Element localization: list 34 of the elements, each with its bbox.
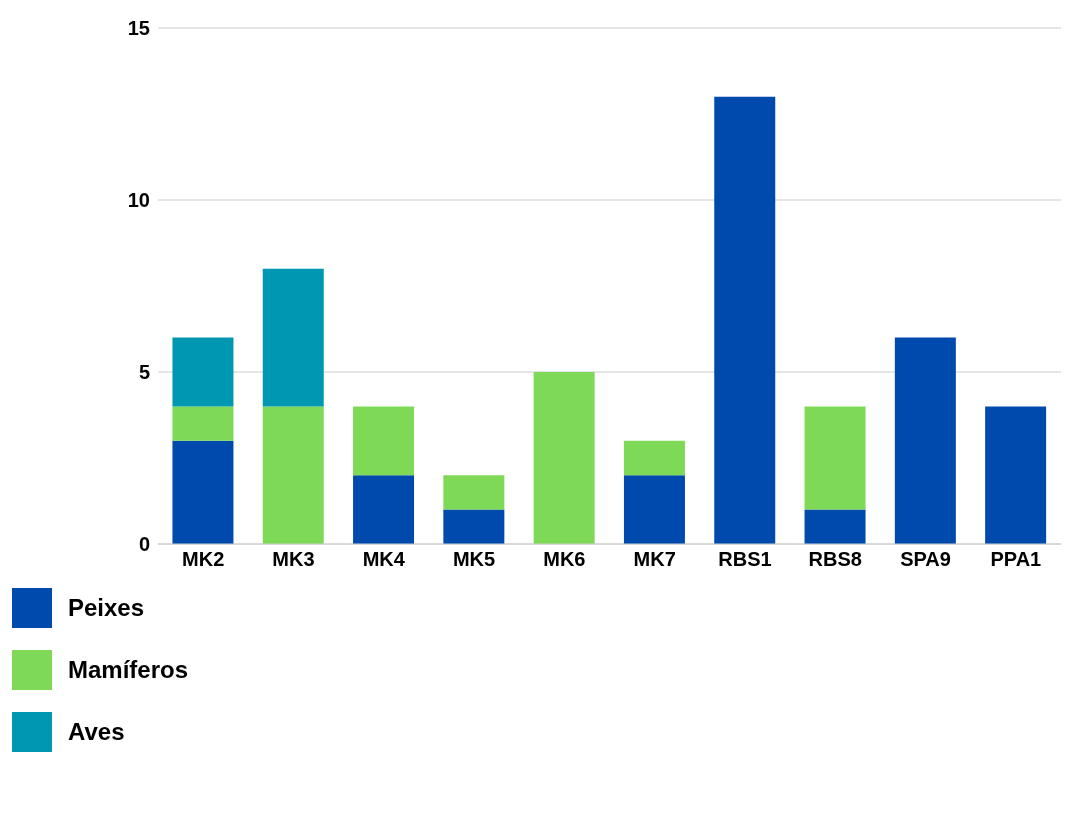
y-tick-label: 10 bbox=[127, 189, 150, 212]
bar bbox=[172, 406, 234, 441]
x-tick-label: MK2 bbox=[182, 548, 225, 571]
bar bbox=[353, 406, 415, 476]
y-tick-label: 5 bbox=[138, 361, 150, 384]
x-tick-label: MK4 bbox=[362, 548, 406, 571]
bar bbox=[533, 372, 595, 544]
legend-label: Mamíferos bbox=[67, 655, 189, 685]
y-tick-label: 0 bbox=[138, 533, 150, 556]
bar bbox=[262, 406, 324, 544]
x-tick-label: RBS8 bbox=[808, 548, 862, 571]
bar bbox=[985, 406, 1047, 544]
bar bbox=[172, 440, 234, 544]
bar bbox=[172, 337, 234, 407]
x-tick-label: RBS1 bbox=[718, 548, 772, 571]
bar bbox=[443, 509, 505, 544]
bar bbox=[894, 337, 956, 544]
x-tick-label: PPA1 bbox=[990, 548, 1042, 571]
x-tick-label: MK3 bbox=[272, 548, 315, 571]
y-tick-label: 15 bbox=[127, 17, 150, 40]
legend-label: Peixes bbox=[67, 593, 145, 623]
bar bbox=[623, 475, 685, 544]
bar bbox=[804, 509, 866, 544]
x-tick-label: MK6 bbox=[543, 548, 586, 571]
x-tick-label: MK5 bbox=[452, 548, 496, 571]
bar bbox=[443, 475, 505, 510]
bar bbox=[353, 475, 415, 544]
bar bbox=[623, 440, 685, 476]
bar bbox=[714, 96, 776, 544]
legend-label: Aves bbox=[67, 717, 125, 747]
bar bbox=[804, 406, 866, 510]
x-tick-label: MK7 bbox=[633, 548, 676, 571]
x-tick-label: SPA9 bbox=[900, 548, 951, 571]
bar bbox=[262, 268, 324, 407]
